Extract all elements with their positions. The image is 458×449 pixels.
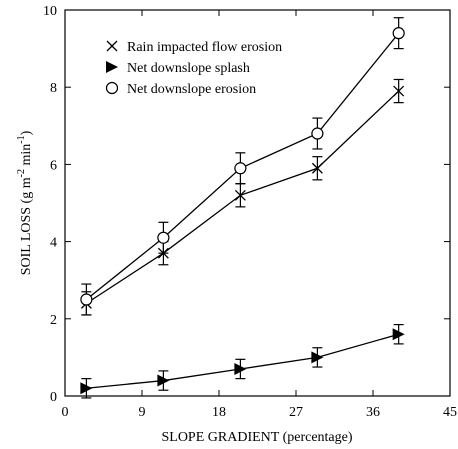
y-axis-title-mid: min xyxy=(19,144,34,169)
x-tick-label: 9 xyxy=(139,405,146,420)
series-1 xyxy=(80,323,405,399)
marker-triangle xyxy=(106,61,118,73)
series-line xyxy=(86,333,399,389)
x-tick-label: 0 xyxy=(62,405,69,420)
y-tick-label: 2 xyxy=(50,313,57,328)
marker-cross-stroke xyxy=(393,85,405,97)
marker-cross xyxy=(393,85,405,97)
x-tick-label: 18 xyxy=(212,405,226,420)
legend-label: Rain impacted flow erosion xyxy=(127,40,282,55)
y-tick-label: 10 xyxy=(43,4,57,19)
marker-circle xyxy=(80,293,93,306)
series-0 xyxy=(80,78,405,316)
marker-triangle xyxy=(234,362,247,375)
y-tick-label: 4 xyxy=(50,236,57,251)
marker-circle xyxy=(234,162,247,175)
marker-circle xyxy=(392,27,405,40)
y-axis-title-main: SOIL LOSS (g m xyxy=(19,177,34,275)
marker-cross-stroke xyxy=(234,189,246,201)
y-axis-title-sup1: -2 xyxy=(16,169,27,177)
y-tick-label: 0 xyxy=(50,390,57,405)
marker-triangle xyxy=(80,382,93,395)
marker-circle xyxy=(105,81,119,95)
legend: Rain impacted flow erosion Net downslope … xyxy=(105,40,282,97)
series-layer xyxy=(80,17,405,399)
marker-cross-stroke xyxy=(311,162,323,174)
marker-cross xyxy=(106,40,118,52)
x-tick-label: 45 xyxy=(443,405,457,420)
marker-circle xyxy=(311,127,324,140)
marker-triangle xyxy=(157,374,170,387)
x-tick-label: 27 xyxy=(289,405,303,420)
legend-label: Net downslope splash xyxy=(127,61,250,76)
x-axis-title: SLOPE GRADIENT (percentage) xyxy=(161,430,352,445)
marker-cross xyxy=(234,189,246,201)
series-2 xyxy=(80,17,405,316)
y-axis-title: SOIL LOSS (g m-2 min-1) xyxy=(16,130,34,275)
marker-triangle xyxy=(392,328,405,341)
axis-ticks: 0 9 18 27 36 45 0 2 4 6 8 10 xyxy=(43,4,457,420)
legend-label: Net downslope erosion xyxy=(127,82,256,97)
marker-cross xyxy=(311,162,323,174)
y-tick-label: 8 xyxy=(50,81,57,96)
y-axis-title-end: ) xyxy=(19,130,34,135)
plot-frame xyxy=(64,9,451,397)
y-axis-title-sup2: -1 xyxy=(16,135,27,143)
marker-triangle xyxy=(311,351,324,364)
y-tick-label: 6 xyxy=(50,158,57,173)
marker-cross-stroke xyxy=(106,40,118,52)
marker-circle xyxy=(157,231,170,244)
x-tick-label: 36 xyxy=(366,405,380,420)
